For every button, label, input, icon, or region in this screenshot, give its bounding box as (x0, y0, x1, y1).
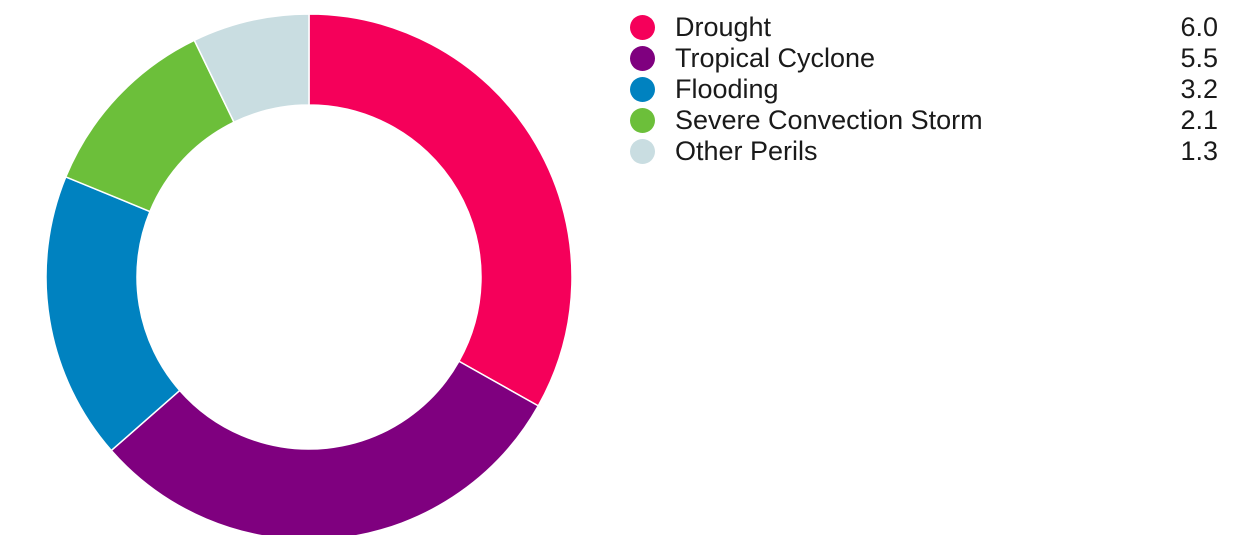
donut-chart-svg (45, 13, 573, 535)
legend-value: 1.3 (1180, 136, 1218, 166)
legend-swatch-icon (630, 46, 655, 71)
legend-label: Flooding (675, 74, 779, 104)
legend-swatch-icon (630, 139, 655, 164)
legend-label: Severe Convection Storm (675, 105, 983, 135)
chart-legend: Drought 6.0 Tropical Cyclone 5.5 Flooding 3.2… (630, 12, 1220, 167)
legend-label: Drought (675, 12, 772, 42)
legend-value: 6.0 (1180, 12, 1218, 42)
legend-item-other-perils: Other Perils 1.3 (630, 136, 1220, 167)
legend-swatch-icon (630, 15, 655, 40)
legend-swatch-icon (630, 108, 655, 133)
slice-tropical-cyclone (110, 360, 540, 535)
slice-other-perils (193, 13, 310, 124)
slice-drought (308, 13, 573, 407)
legend-value: 2.1 (1180, 105, 1218, 135)
legend-item-drought: Drought 6.0 (630, 12, 1220, 43)
legend-item-severe-convection-storm: Severe Convection Storm 2.1 (630, 105, 1220, 136)
legend-swatch-icon (630, 77, 655, 102)
legend-item-tropical-cyclone: Tropical Cyclone 5.5 (630, 43, 1220, 74)
legend-label: Other Perils (675, 136, 818, 166)
legend-label: Tropical Cyclone (675, 43, 876, 73)
legend-value: 3.2 (1180, 74, 1218, 104)
legend-item-flooding: Flooding 3.2 (630, 74, 1220, 105)
donut-chart (0, 0, 620, 535)
legend-value: 5.5 (1180, 43, 1218, 73)
